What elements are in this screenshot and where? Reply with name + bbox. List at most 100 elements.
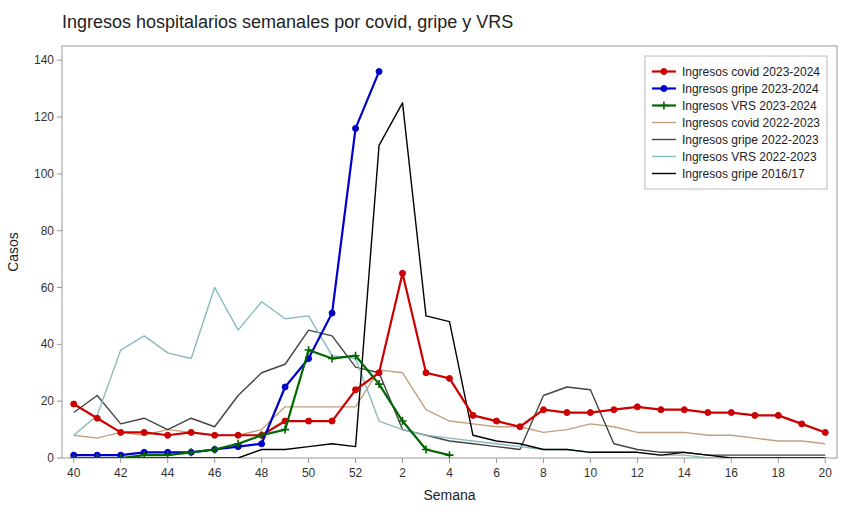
x-tick	[167, 458, 168, 463]
x-tick-label: 52	[349, 466, 363, 480]
point	[422, 445, 430, 453]
x-tick	[261, 458, 262, 463]
point	[705, 410, 711, 416]
x-tick	[308, 458, 309, 463]
legend-marker	[660, 102, 668, 110]
x-tick	[731, 458, 732, 463]
legend-label: Ingresos gripe 2016/17	[682, 167, 805, 181]
legend-swatch	[652, 173, 676, 174]
x-tick-label: 46	[208, 466, 222, 480]
x-tick	[637, 458, 638, 463]
point	[165, 432, 171, 438]
x-tick-label: 42	[114, 466, 128, 480]
x-tick-label: 2	[399, 466, 406, 480]
point	[235, 432, 241, 438]
legend-label: Ingresos VRS 2022-2023	[682, 150, 817, 164]
y-tick-label: 20	[41, 394, 55, 408]
series	[74, 103, 826, 458]
legend-marker	[661, 69, 667, 75]
y-tick-label: 40	[41, 337, 55, 351]
legend-label: Ingresos gripe 2023-2024	[682, 82, 819, 96]
point	[259, 441, 265, 447]
point	[517, 424, 523, 430]
y-tick	[57, 344, 62, 345]
x-tick	[355, 458, 356, 463]
point	[799, 421, 805, 427]
point	[188, 429, 194, 435]
x-tick-label: 4	[446, 466, 453, 480]
x-tick	[449, 458, 450, 463]
point	[141, 429, 147, 435]
x-tick-label: 20	[819, 466, 833, 480]
x-tick	[120, 458, 121, 463]
point	[423, 370, 429, 376]
x-tick	[684, 458, 685, 463]
x-tick	[73, 458, 74, 463]
point	[258, 431, 266, 439]
point	[188, 449, 194, 455]
point	[376, 69, 382, 75]
series	[70, 346, 454, 458]
point	[329, 418, 335, 424]
x-tick-label: 18	[772, 466, 786, 480]
legend-label: Ingresos gripe 2022-2023	[682, 133, 819, 147]
x-tick-label: 14	[678, 466, 692, 480]
point	[118, 429, 124, 435]
point	[140, 451, 148, 458]
point	[540, 407, 546, 413]
point	[375, 380, 383, 388]
legend-label: Ingresos covid 2022-2023	[682, 116, 820, 130]
y-tick-label: 80	[41, 224, 55, 238]
y-tick	[57, 60, 62, 61]
legend-box	[645, 56, 827, 189]
point	[399, 417, 407, 425]
series-line	[74, 103, 826, 458]
point	[353, 387, 359, 393]
y-tick	[57, 117, 62, 118]
x-tick	[590, 458, 591, 463]
point	[493, 418, 499, 424]
point	[564, 410, 570, 416]
x-tick-label: 6	[493, 466, 500, 480]
chart-title: Ingresos hospitalarios semanales por cov…	[62, 12, 513, 32]
point	[728, 410, 734, 416]
plot-frame	[62, 46, 837, 458]
series	[74, 330, 826, 455]
legend-swatch	[652, 139, 676, 140]
point	[212, 446, 218, 452]
series-line	[74, 330, 826, 455]
point	[282, 384, 288, 390]
x-tick	[214, 458, 215, 463]
point	[587, 410, 593, 416]
point	[281, 426, 289, 434]
series-line	[74, 350, 450, 458]
y-tick	[57, 230, 62, 231]
point	[681, 407, 687, 413]
series	[71, 270, 829, 438]
x-tick-label: 50	[302, 466, 316, 480]
point	[187, 448, 195, 456]
series	[71, 69, 382, 458]
x-tick	[496, 458, 497, 463]
point	[775, 412, 781, 418]
y-tick-label: 0	[47, 451, 54, 465]
x-tick-label: 8	[540, 466, 547, 480]
y-tick-label: 100	[34, 167, 54, 181]
x-tick-label: 40	[67, 466, 81, 480]
point	[164, 451, 172, 458]
y-tick	[57, 401, 62, 402]
point	[470, 412, 476, 418]
y-tick-label: 60	[41, 281, 55, 295]
y-tick-label: 120	[34, 110, 54, 124]
x-tick	[825, 458, 826, 463]
chart: 0204060801001201404042444648505224681012…	[0, 0, 853, 512]
x-tick-label: 48	[255, 466, 269, 480]
x-tick-label: 16	[725, 466, 739, 480]
x-axis-title: Semana	[423, 487, 475, 503]
point	[71, 401, 77, 407]
point	[634, 404, 640, 410]
legend: Ingresos covid 2023-2024 Ingresos gripe 2…	[645, 56, 827, 189]
point	[306, 418, 312, 424]
legend-label: Ingresos VRS 2023-2024	[682, 99, 817, 113]
legend-label: Ingresos covid 2023-2024	[682, 65, 820, 79]
